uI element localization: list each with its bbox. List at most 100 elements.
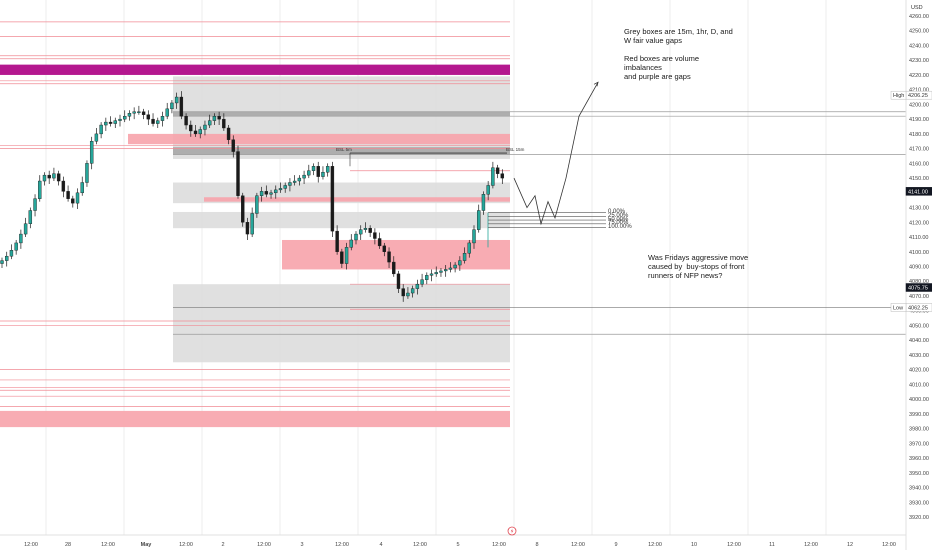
candle: [392, 261, 396, 275]
candle: [387, 251, 391, 263]
candle: [9, 250, 14, 257]
candle: [259, 191, 264, 196]
candle: [311, 166, 316, 171]
candle: [316, 166, 320, 177]
candle: [406, 292, 410, 297]
candle: [477, 210, 481, 230]
candle: [165, 108, 169, 117]
price-tick-label: 4200.00: [909, 102, 929, 108]
candle: [373, 232, 377, 239]
candle: [340, 251, 344, 264]
price-marker-box: [905, 283, 932, 292]
candle: [396, 273, 401, 289]
candle: [420, 279, 424, 285]
candle: [245, 222, 250, 235]
candle: [335, 230, 339, 252]
candle: [264, 191, 269, 195]
candle: [255, 195, 259, 214]
red-volume-imbalance: [282, 239, 510, 270]
candle: [23, 223, 28, 235]
candle: [104, 121, 108, 126]
candle: [207, 120, 212, 126]
price-marker-value: 4062.25: [908, 305, 928, 311]
candle: [226, 127, 231, 140]
time-tick-label: 10: [691, 542, 697, 548]
candle: [434, 272, 438, 275]
candle: [28, 210, 33, 224]
time-tick-label: 12:00: [571, 542, 585, 548]
candles: [0, 91, 505, 302]
candle: [481, 194, 486, 211]
candle: [174, 96, 179, 104]
time-tick-label: 28: [65, 542, 71, 548]
time-tick-label: 12:00: [179, 542, 193, 548]
candle: [368, 227, 372, 233]
time-tick-label: 9: [614, 542, 617, 548]
fib-level-label: 25.00%: [608, 212, 629, 219]
price-marker-tag-label: Low: [893, 305, 903, 311]
price-tick-label: 4060.00: [909, 309, 929, 315]
time-tick-label: 12:00: [804, 542, 818, 548]
price-tick-label: 3950.00: [909, 471, 929, 477]
candle: [42, 174, 47, 182]
candle: [14, 242, 18, 251]
candle: [382, 245, 387, 252]
level-lines: BSL 5m BSL 15m: [0, 21, 906, 407]
annotation-fvg-legend: Grey boxes are 15m, 1hr, D, and W fair v…: [624, 27, 733, 81]
bsl-label: BSL 15m: [506, 147, 525, 152]
candle: [85, 163, 89, 183]
candle: [71, 198, 75, 204]
grey-fvg-zone: [173, 76, 510, 159]
red-volume-imbalance: [128, 133, 510, 145]
candle: [288, 182, 292, 186]
candle: [212, 115, 217, 121]
price-tick-label: 3940.00: [909, 486, 929, 492]
candle: [283, 185, 287, 189]
candle: [307, 170, 311, 176]
candle: [151, 118, 155, 124]
candle: [321, 171, 325, 177]
price-tick-label: 4260.00: [909, 14, 929, 20]
candle: [241, 195, 245, 223]
annotation-nfp-question: Was Fridays aggressive move caused by bu…: [648, 253, 749, 280]
red-volume-imbalance: [0, 410, 510, 428]
price-tick-label: 4070.00: [909, 294, 929, 300]
candle: [401, 288, 405, 297]
candle: [108, 121, 113, 124]
candle: [500, 173, 505, 179]
projection-path: [513, 82, 599, 226]
candle: [359, 229, 363, 235]
time-tick-label: 12:00: [648, 542, 662, 548]
time-axis[interactable]: 12:00 28 12:00 May 12:00 2 12:00 3 12:00 4 12:00 5 1…: [0, 526, 906, 548]
candle: [467, 242, 471, 254]
candle: [146, 114, 151, 120]
candle: [297, 177, 302, 182]
candle: [415, 283, 420, 289]
candle: [354, 233, 358, 241]
candle: [486, 185, 490, 195]
candle: [429, 273, 434, 276]
price-tick-label: 3990.00: [909, 412, 929, 418]
candle: [292, 180, 297, 183]
candle: [127, 113, 132, 117]
candle: [99, 124, 103, 135]
candle: [47, 174, 51, 179]
price-tick-label: 4240.00: [909, 43, 929, 49]
price-tick-label: 4180.00: [909, 132, 929, 138]
candle: [75, 192, 80, 204]
candle: [344, 247, 349, 264]
candle: [118, 118, 122, 121]
price-tick-label: 3970.00: [909, 441, 929, 447]
candle: [330, 166, 335, 232]
candle: [137, 111, 141, 113]
zones: [0, 64, 510, 428]
price-axis[interactable]: USD 4260.00 4250.00 4240.00 4230.00 4220.00 42…: [905, 0, 929, 550]
candle: [198, 129, 202, 135]
candle: [170, 102, 174, 110]
candle: [113, 120, 117, 124]
candle: [80, 182, 84, 194]
lightning-icon-glyph: [510, 528, 514, 534]
price-tick-label: 4190.00: [909, 117, 929, 123]
time-tick-label: 12: [847, 542, 853, 548]
